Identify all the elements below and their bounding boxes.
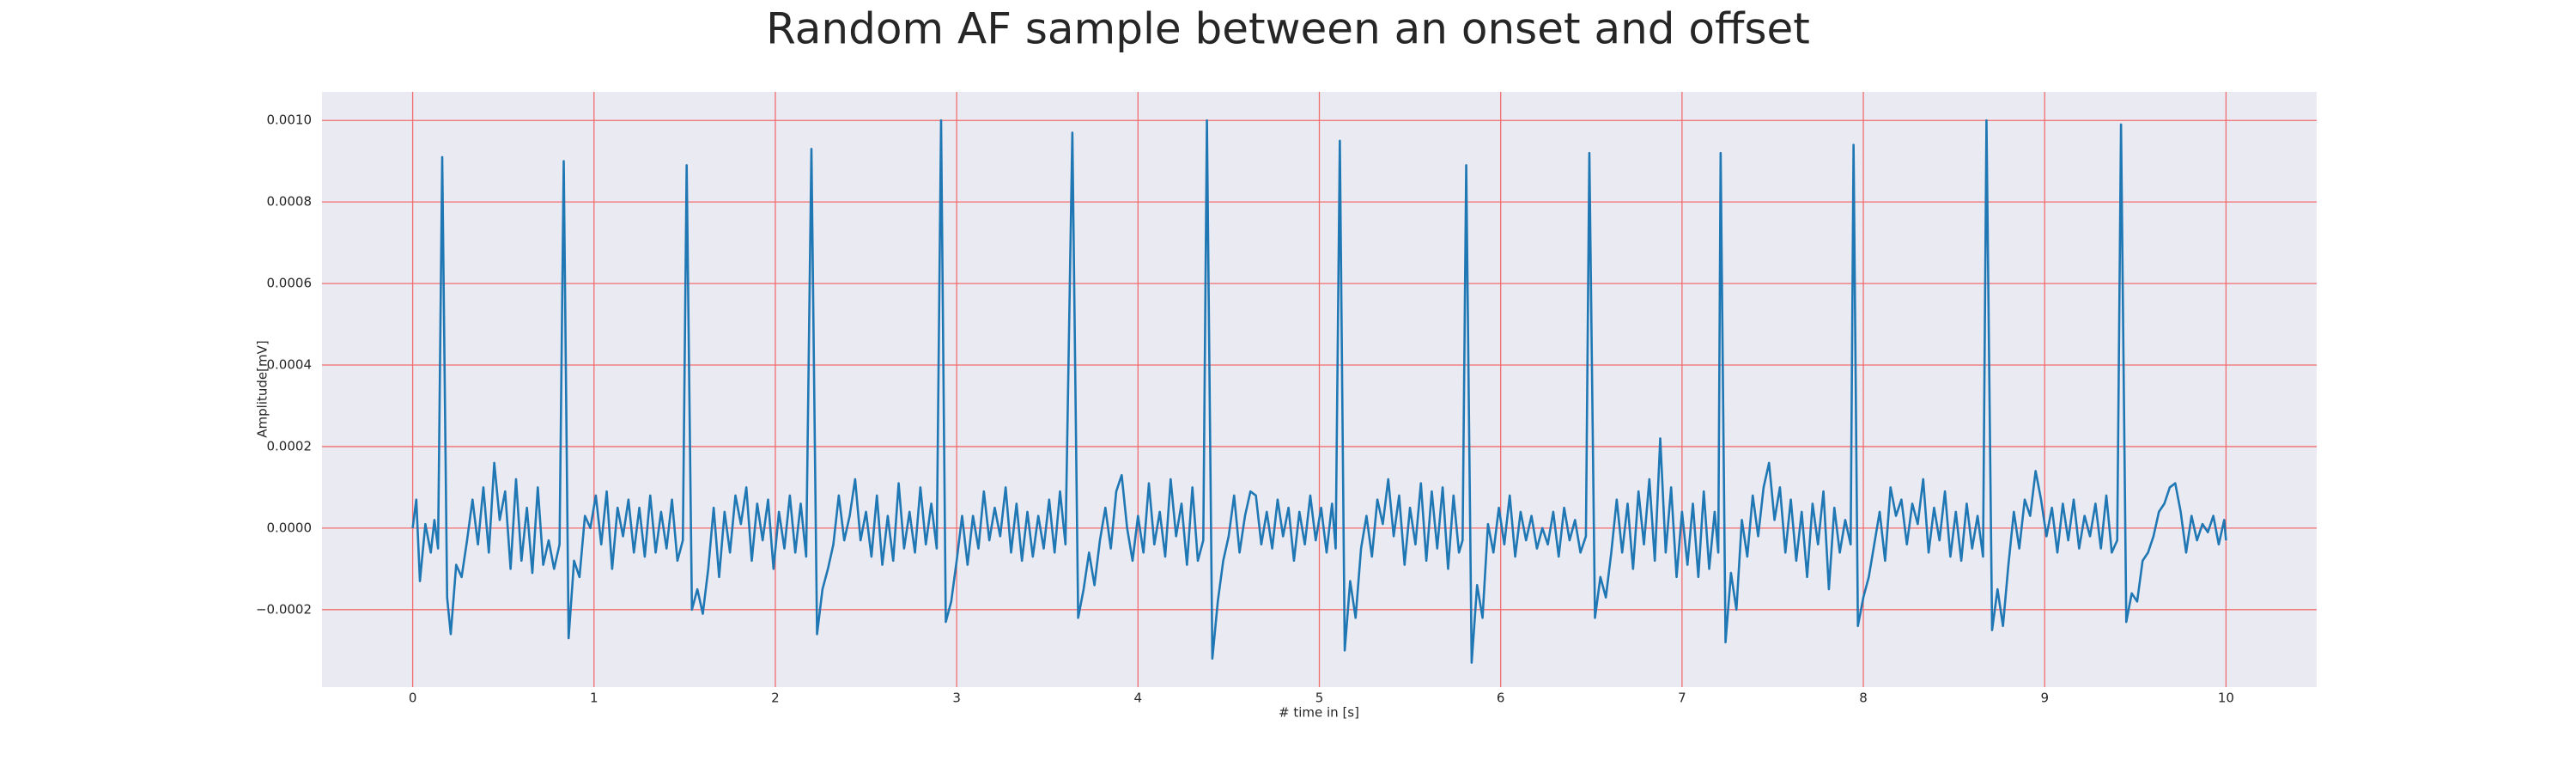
grid bbox=[322, 92, 2317, 687]
line-series bbox=[411, 119, 2227, 664]
x-tick-label: 6 bbox=[1497, 691, 1505, 706]
x-tick-label: 1 bbox=[590, 691, 598, 706]
x-tick-label: 8 bbox=[1859, 691, 1868, 706]
x-tick-label: 2 bbox=[771, 691, 780, 706]
x-axis-label: # time in [s] bbox=[1279, 705, 1359, 721]
x-tick-label: 3 bbox=[952, 691, 961, 706]
x-tick-label: 0 bbox=[409, 691, 417, 706]
x-tick-label: 5 bbox=[1315, 691, 1324, 706]
y-tick-label: −0.0002 bbox=[256, 601, 312, 617]
x-tick-label: 7 bbox=[1678, 691, 1686, 706]
y-tick-label: 0.0008 bbox=[267, 194, 313, 210]
x-tick-label: 9 bbox=[2040, 691, 2049, 706]
y-tick-label: 0.0006 bbox=[267, 276, 313, 291]
y-tick-label: 0.0010 bbox=[267, 113, 313, 128]
y-tick-label: 0.0002 bbox=[267, 438, 313, 453]
x-tick-label: 10 bbox=[2218, 691, 2234, 706]
x-tick-label: 4 bbox=[1134, 691, 1143, 706]
y-tick-label: 0.0000 bbox=[267, 520, 313, 535]
plot bbox=[411, 119, 2227, 664]
y-tick-label: 0.0004 bbox=[267, 357, 313, 373]
y-axis-label: Amplitude[mV] bbox=[255, 340, 270, 437]
chart-title: Random AF sample between an onset and of… bbox=[766, 4, 1810, 54]
